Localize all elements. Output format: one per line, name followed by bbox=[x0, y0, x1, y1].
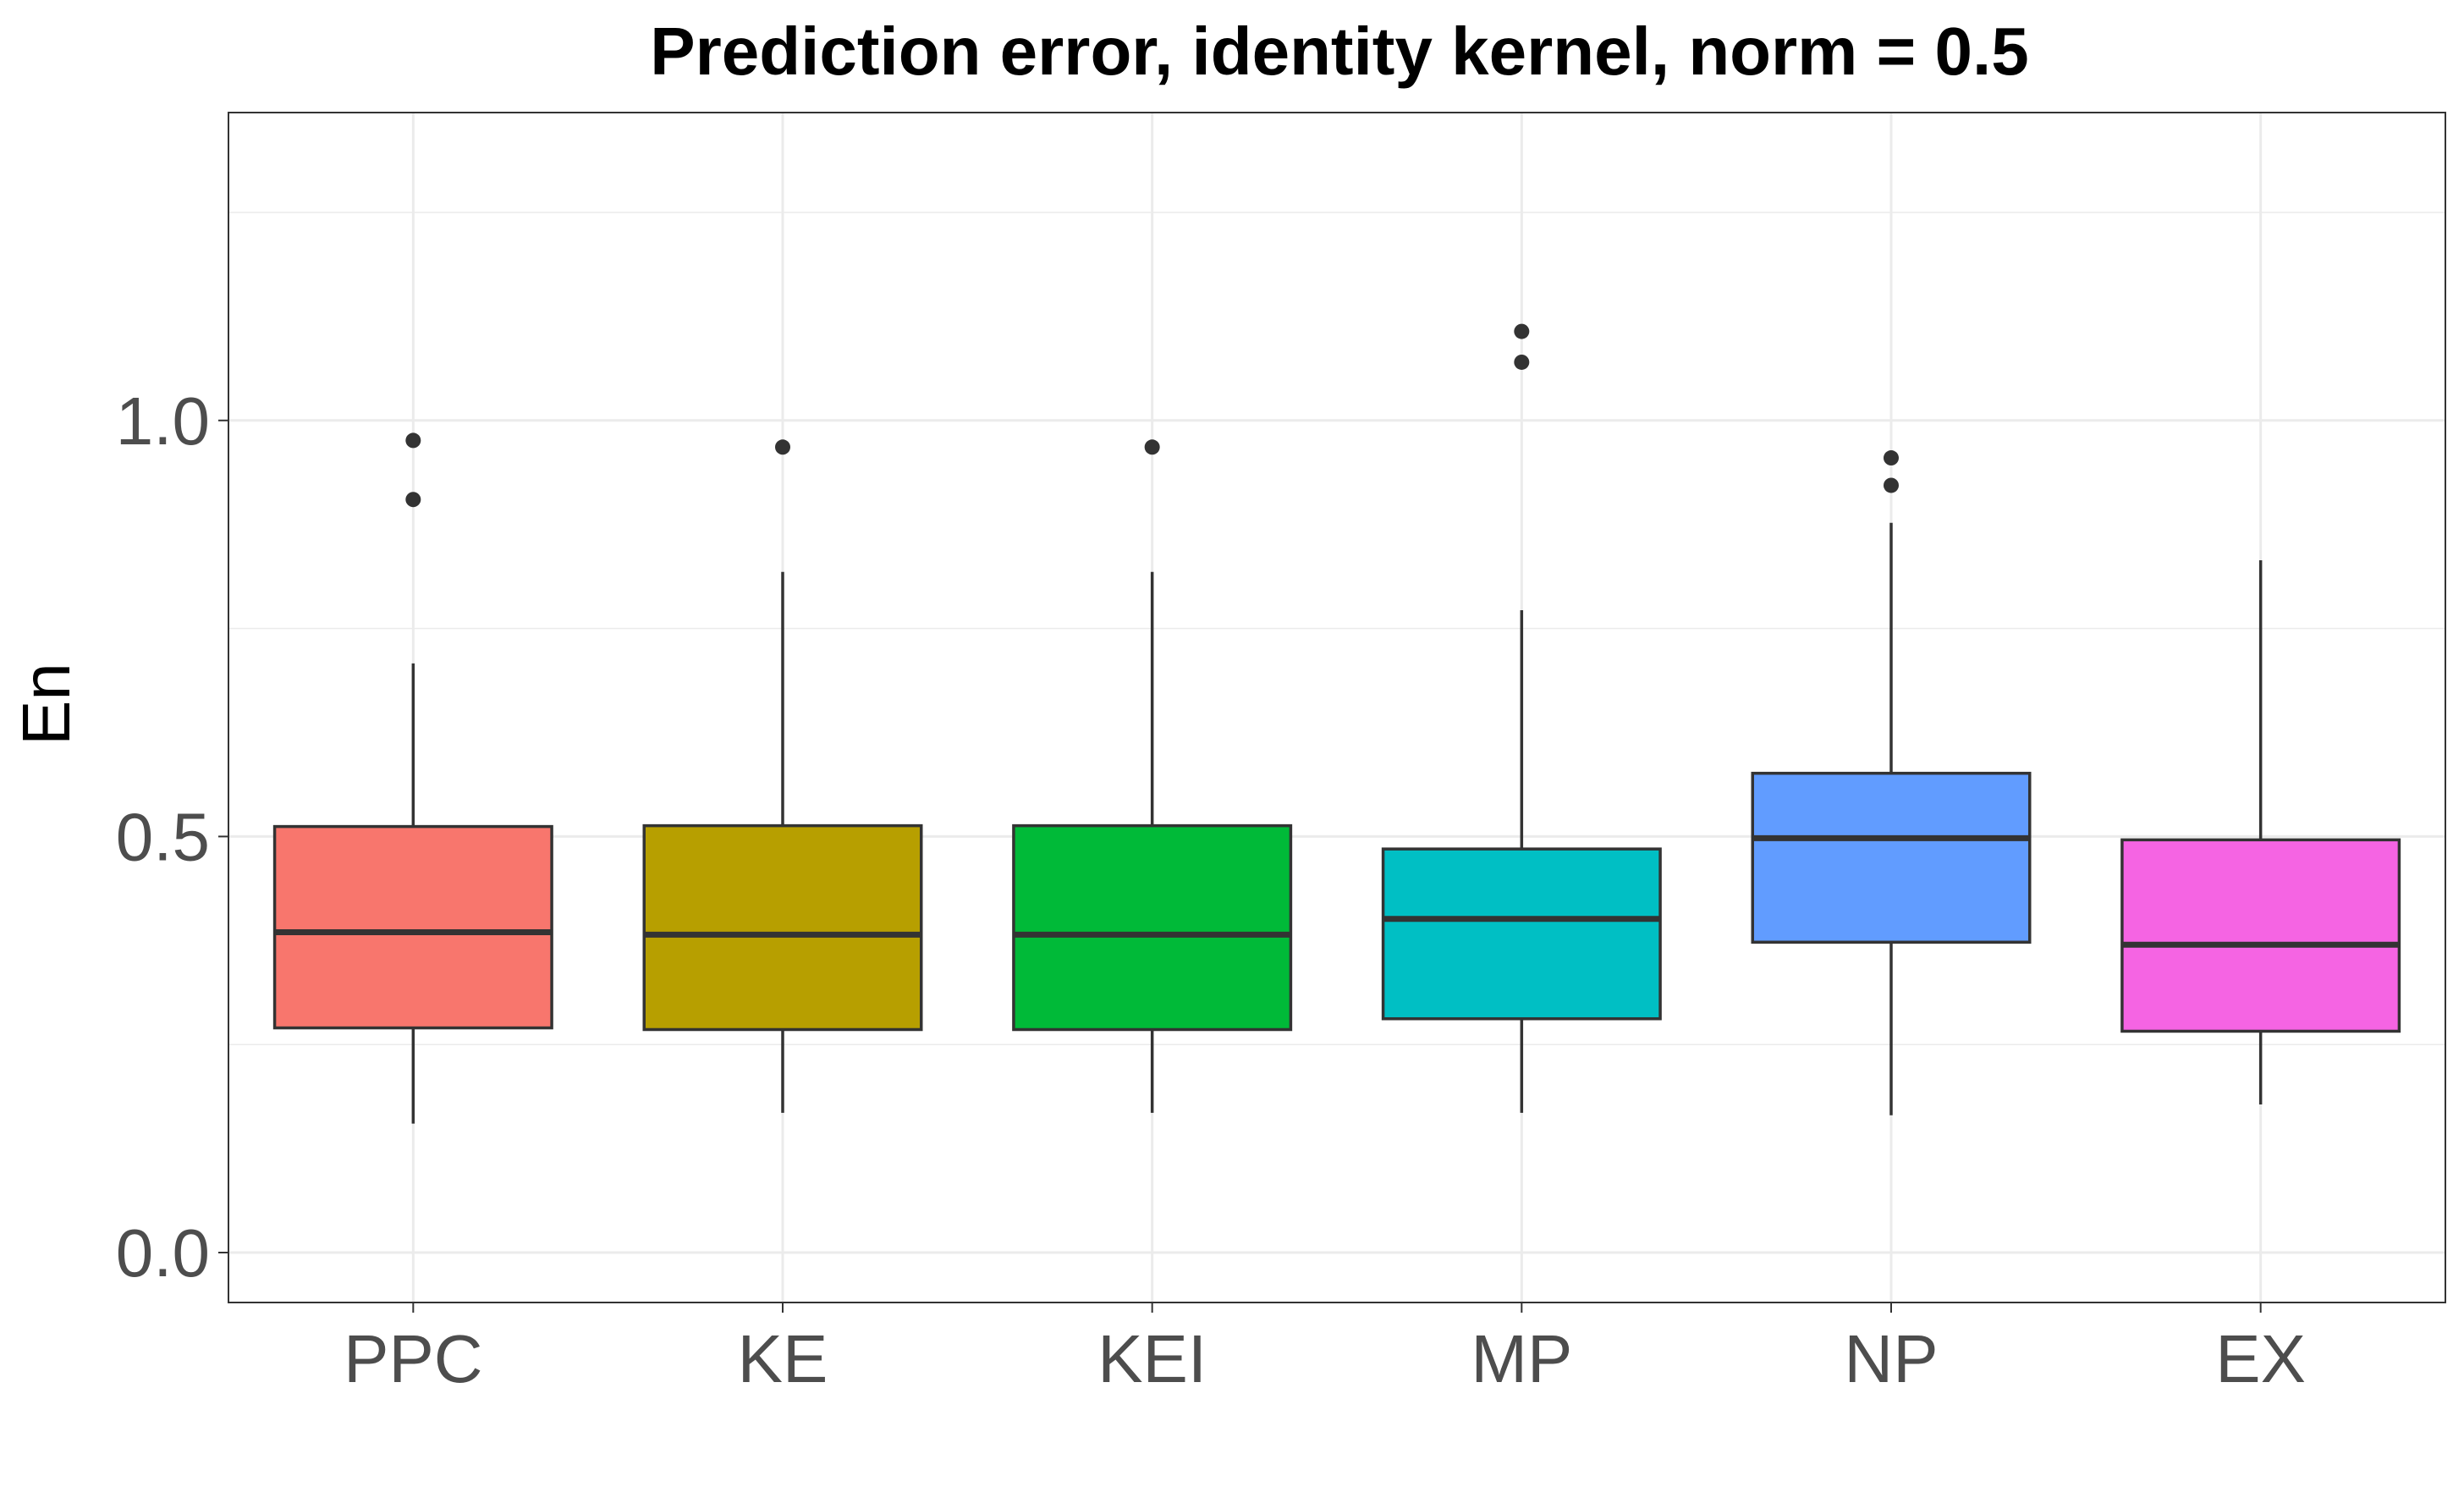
boxplot-ke bbox=[642, 439, 923, 1113]
outlier-point bbox=[1144, 439, 1160, 455]
y-tick-label: 0.5 bbox=[116, 799, 210, 874]
box bbox=[2120, 838, 2401, 1033]
box bbox=[1012, 823, 1293, 1032]
x-tick-label: EX bbox=[2215, 1321, 2306, 1396]
outlier-point bbox=[775, 439, 790, 455]
boxplot-ex bbox=[2120, 559, 2401, 1104]
y-axis: 0.0 0.5 1.0 bbox=[116, 383, 228, 1291]
boxplot-np bbox=[1751, 450, 2032, 1115]
chart-title: Prediction error, identity kernel, norm … bbox=[650, 14, 2028, 89]
box bbox=[1751, 771, 2032, 945]
y-tick-label: 1.0 bbox=[116, 383, 210, 459]
x-tick-label: MP bbox=[1471, 1321, 1572, 1396]
outlier-point bbox=[1514, 354, 1530, 370]
outlier-point bbox=[1884, 450, 1899, 466]
box bbox=[1381, 847, 1662, 1021]
x-tick-label: PPC bbox=[344, 1321, 483, 1396]
x-tick-label: NP bbox=[1844, 1321, 1938, 1396]
outlier-point bbox=[405, 492, 421, 508]
outlier-point bbox=[1514, 323, 1530, 339]
plot-panel bbox=[228, 113, 2445, 1302]
boxplot-kei bbox=[1012, 439, 1293, 1113]
boxplot-ppc bbox=[272, 432, 553, 1124]
boxplots bbox=[272, 323, 2401, 1124]
x-axis: PPC KE KEI MP NP EX bbox=[344, 1302, 2306, 1396]
outlier-point bbox=[405, 432, 421, 449]
y-axis-label: En bbox=[8, 663, 84, 746]
y-tick-label: 0.0 bbox=[116, 1215, 210, 1291]
plot-border bbox=[228, 112, 2446, 1303]
boxplot-mp bbox=[1381, 323, 1662, 1113]
outlier-point bbox=[1884, 477, 1899, 493]
x-tick-label: KEI bbox=[1097, 1321, 1207, 1396]
box bbox=[272, 824, 553, 1030]
x-tick-label: KE bbox=[738, 1321, 828, 1396]
box bbox=[642, 823, 923, 1032]
